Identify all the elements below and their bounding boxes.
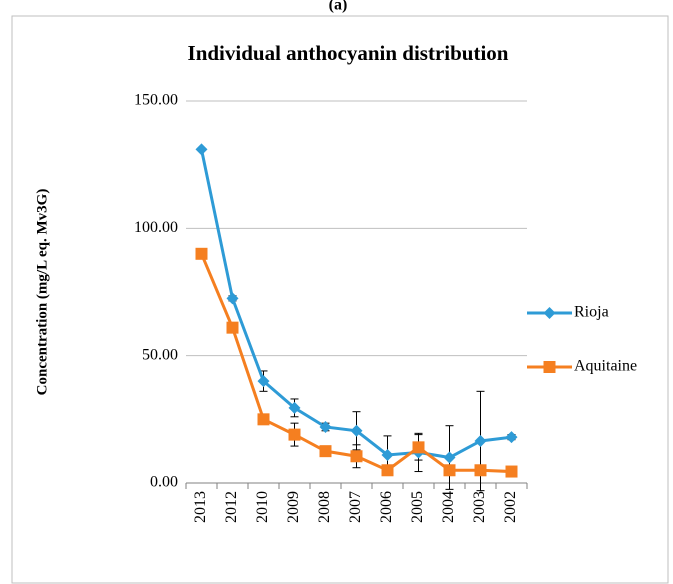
y-tick-label: 0.00 xyxy=(150,474,178,491)
data-point xyxy=(319,445,332,458)
chart-border xyxy=(11,15,669,584)
data-point xyxy=(257,413,270,426)
chart-title: Individual anthocyanin distribution xyxy=(188,41,509,65)
data-point xyxy=(505,465,518,478)
data-point xyxy=(474,464,487,477)
panel-label: (a) xyxy=(329,0,348,14)
x-tick-label: 2013 xyxy=(192,491,209,523)
x-tick-label: 2002 xyxy=(502,491,519,523)
data-point xyxy=(350,450,363,463)
data-point xyxy=(474,434,487,447)
x-tick-label: 2005 xyxy=(409,491,426,523)
data-point xyxy=(195,247,208,260)
x-tick-label: 2004 xyxy=(440,491,457,523)
legend-label: Aquitaine xyxy=(574,358,637,375)
legend-marker xyxy=(543,361,556,373)
data-point xyxy=(288,401,301,414)
x-tick-label: 2010 xyxy=(254,491,271,523)
data-point xyxy=(412,441,425,454)
data-point xyxy=(381,464,394,477)
data-point xyxy=(443,451,456,464)
y-tick-label: 100.00 xyxy=(134,219,178,236)
x-tick-label: 2009 xyxy=(285,491,302,523)
data-point xyxy=(195,143,208,156)
y-axis-label: Concentration (mg/L eq. Mv3G) xyxy=(34,189,50,396)
x-tick-label: 2007 xyxy=(347,491,364,523)
data-point xyxy=(288,428,301,441)
x-tick-label: 2012 xyxy=(223,491,240,523)
y-tick-label: 50.00 xyxy=(142,346,178,363)
data-point xyxy=(226,292,239,305)
x-tick-label: 2008 xyxy=(316,491,333,523)
data-point xyxy=(505,431,518,444)
legend-marker xyxy=(543,307,556,319)
x-tick-label: 2003 xyxy=(471,491,488,523)
legend-label: Rioja xyxy=(574,304,609,321)
data-point xyxy=(257,375,270,388)
data-point xyxy=(226,321,239,334)
data-point xyxy=(319,420,332,433)
y-tick-label: 150.00 xyxy=(134,92,178,109)
x-tick-label: 2006 xyxy=(378,491,395,523)
data-point xyxy=(443,464,456,477)
data-point xyxy=(381,448,394,461)
data-point xyxy=(350,424,363,437)
